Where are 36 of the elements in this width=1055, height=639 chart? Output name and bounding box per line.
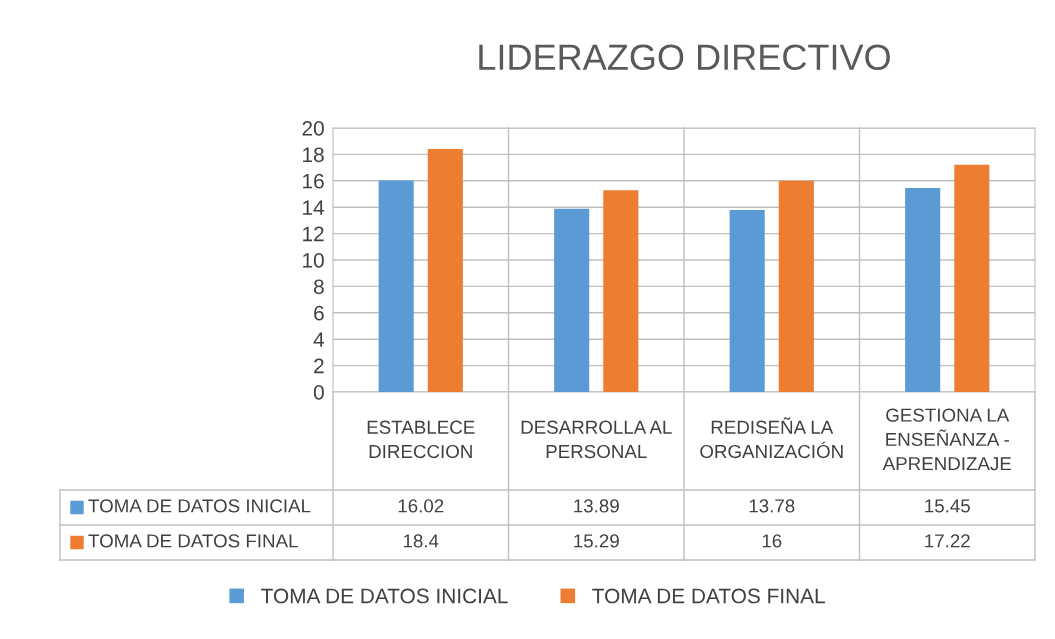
y-tick-label: 2 — [314, 358, 324, 374]
bar — [729, 210, 765, 392]
legend-label: TOMA DE DATOS INICIAL — [88, 499, 311, 513]
data-label: 13.89 — [574, 499, 619, 513]
y-tick-label: 10 — [303, 253, 324, 268]
y-tick-label: 0 — [313, 385, 324, 400]
bar — [427, 149, 463, 392]
bar — [603, 190, 639, 392]
text: TOMA DE DATOS INICIAL — [261, 588, 508, 604]
x-tick-label: REDISEÑA LA ORGANIZACIÓN — [700, 417, 843, 459]
data-label: 13.78 — [749, 499, 795, 513]
legend-label: TOMA DE DATOS FINAL — [88, 534, 298, 548]
bar — [778, 180, 814, 392]
x-tick-label: ESTABLECE DIRECCION — [367, 420, 475, 459]
y-tick-label: 12 — [303, 226, 324, 242]
data-label: 15.29 — [574, 534, 619, 548]
y-tick-label: 18 — [303, 147, 324, 163]
data-label: 17.22 — [925, 534, 970, 548]
data-label: 15.45 — [925, 499, 970, 513]
data-label: 16 — [762, 534, 782, 548]
y-tick-label: 16 — [303, 173, 324, 189]
text: TOMA DE DATOS FINAL — [592, 588, 825, 604]
y-tick-label: 14 — [303, 200, 325, 215]
y-tick-label: 20 — [302, 121, 324, 136]
bar — [954, 164, 990, 392]
x-tick-label: GESTIONA LA ENSEÑANZA - APRENDIZAJE — [882, 408, 1012, 471]
y-tick-label: 8 — [313, 279, 324, 295]
bar — [554, 208, 590, 392]
chart-title: LIDERAZGO DIRECTIVO — [479, 44, 890, 71]
y-tick-label: 4 — [313, 332, 325, 347]
bar — [905, 188, 941, 392]
data-label: 16.02 — [398, 499, 444, 513]
bar — [378, 180, 414, 392]
x-tick-label: DESARROLLA AL PERSONAL — [521, 420, 672, 459]
data-label: 18.4 — [403, 534, 439, 548]
y-tick-label: 6 — [314, 305, 324, 321]
